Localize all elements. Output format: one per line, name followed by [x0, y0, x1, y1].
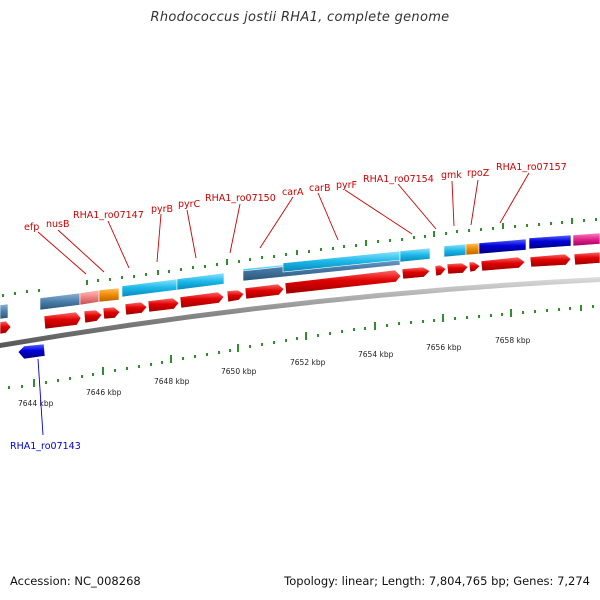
cds-carB[interactable]	[284, 269, 402, 295]
genome-title: Rhodococcus jostii RHA1, complete genome	[150, 10, 450, 25]
gene-label-efp[interactable]: efp	[24, 222, 39, 233]
cds-pyrF[interactable]	[401, 266, 431, 280]
gene-label-carB[interactable]: carB	[309, 183, 330, 194]
cds-right-2[interactable]	[573, 251, 600, 266]
accession-text: Accession: NC_008268	[10, 574, 141, 588]
cds-ro07147[interactable]	[102, 306, 121, 320]
feature-ro07157[interactable]	[478, 238, 527, 255]
gene-label-nusB[interactable]: nusB	[46, 219, 70, 230]
cds-pyrB-2[interactable]	[147, 297, 180, 313]
gene-label-carA[interactable]: carA	[282, 187, 304, 198]
cds-ro07154[interactable]	[434, 264, 447, 277]
scale-label-7648: 7648 kbp	[154, 377, 190, 386]
gene-label-ro07147[interactable]: RHA1_ro07147	[73, 210, 144, 221]
gene-label-rpoZ[interactable]: rpoZ	[467, 168, 490, 179]
inner-tick-ring	[8, 305, 594, 389]
cds-nusB[interactable]	[83, 309, 103, 324]
genome-summary-text: Topology: linear; Length: 7,804,765 bp; …	[284, 574, 590, 588]
feature-efp[interactable]	[39, 292, 81, 311]
scale-label-7646: 7646 kbp	[86, 388, 122, 397]
scale-label-7650: 7650 kbp	[221, 367, 257, 376]
feature-pyrC[interactable]	[176, 272, 225, 291]
cds-gmk[interactable]	[446, 262, 469, 275]
cds-rpoZ[interactable]	[468, 261, 481, 273]
gene-label-pyrC[interactable]: pyrC	[178, 199, 201, 210]
label-leaders	[37, 172, 530, 275]
feature-gmk[interactable]	[443, 243, 467, 258]
feature-pyrB[interactable]	[121, 278, 178, 298]
cds-right-1[interactable]	[529, 253, 572, 268]
feature-magenta-right[interactable]	[572, 232, 600, 247]
gene-label-gmk[interactable]: gmk	[441, 170, 462, 181]
forward-cds-track	[0, 251, 600, 335]
gene-label-pyrF[interactable]: pyrF	[336, 180, 357, 191]
scale-label-7644: 7644 kbp	[18, 399, 54, 408]
cds-efp[interactable]	[0, 320, 12, 335]
cds-pyrB[interactable]	[124, 301, 148, 316]
gene-label-ro07150[interactable]: RHA1_ro07150	[205, 193, 276, 204]
gene-label-ro07143[interactable]: RHA1_ro07143	[10, 441, 81, 452]
cds-ro07143[interactable]	[17, 343, 46, 360]
feature-blue-right[interactable]	[528, 234, 572, 250]
feature-rpoZ[interactable]	[465, 242, 480, 256]
cds-efp-2[interactable]	[43, 311, 82, 330]
cds-ro07150[interactable]	[226, 289, 245, 303]
gene-label-pyrB[interactable]: pyrB	[151, 204, 173, 215]
annotation-track	[0, 232, 600, 320]
genome-backbone	[0, 277, 600, 348]
feature-pyrF[interactable]	[399, 247, 431, 263]
gene-label-ro07154[interactable]: RHA1_ro07154	[363, 174, 434, 185]
label-leader-bottom	[37, 358, 44, 436]
cds-pyrC[interactable]	[179, 291, 225, 309]
cds-ro07157[interactable]	[480, 256, 526, 272]
feature-nusB[interactable]	[79, 289, 100, 306]
outer-tick-ring	[2, 218, 597, 297]
feature-ro07147[interactable]	[98, 287, 120, 303]
feature-steel-left[interactable]	[0, 303, 9, 320]
scale-label-7658: 7658 kbp	[495, 336, 531, 345]
cds-carA[interactable]	[244, 283, 285, 300]
scale-label-7656: 7656 kbp	[426, 343, 462, 352]
scale-label-7652: 7652 kbp	[290, 358, 326, 367]
gene-label-ro07157[interactable]: RHA1_ro07157	[496, 162, 567, 173]
scale-label-7654: 7654 kbp	[358, 350, 394, 359]
